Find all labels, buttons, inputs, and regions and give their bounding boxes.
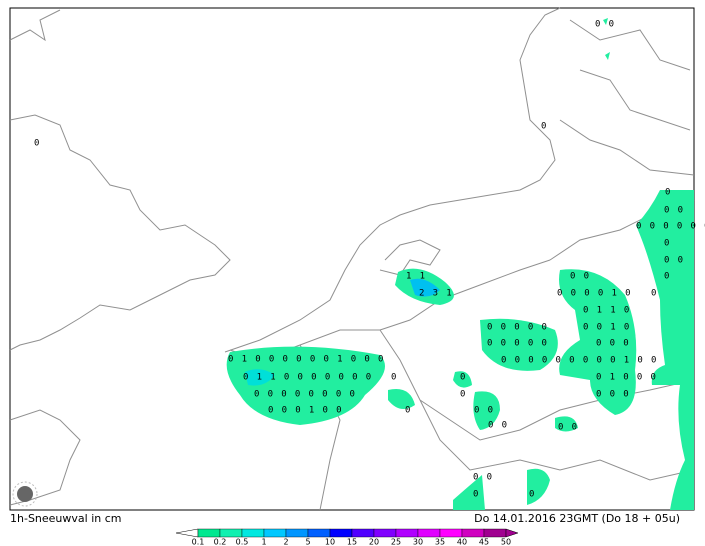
colorbar-segment	[241, 528, 265, 538]
map-value-label: 0	[541, 122, 548, 132]
map-value-label: 0 0	[664, 256, 684, 266]
map-value-label: 0 1 1 0 0 0 0 0 0 0	[243, 373, 373, 383]
colorbar-label: 30	[413, 538, 423, 546]
map-value-label: 0 0 0 0 0	[487, 323, 548, 333]
colorbar-segment	[373, 528, 397, 538]
colorbar-label: 10	[325, 538, 335, 546]
map-value-label: 0 0	[595, 20, 615, 30]
colorbar-segment	[197, 528, 221, 538]
map-value-label: 0 0	[488, 421, 508, 431]
map-value-label: 0	[664, 272, 671, 282]
map-value-label: 0 0	[474, 406, 494, 416]
map-value-label: 0 1 1 0	[583, 306, 631, 316]
map-value-label: 0 0	[473, 473, 493, 483]
map-value-label: 0	[529, 490, 536, 500]
colorbar-low-arrow	[175, 528, 199, 538]
map-value-label: 1 1	[406, 272, 426, 282]
colorbar-label: 25	[391, 538, 401, 546]
colorbar-segment	[285, 528, 309, 538]
coastlines	[9, 7, 695, 511]
colorbar-label: 0.1	[192, 538, 205, 546]
map-value-label: 0	[405, 406, 412, 416]
map-value-label: 0	[473, 490, 480, 500]
map-value-label: 0 0 1 0	[583, 323, 631, 333]
colorbar-label: 0.2	[214, 538, 227, 546]
map-value-label: 0 0 0 0 0 0	[636, 222, 705, 232]
map-value-label: 0 0 0	[596, 339, 630, 349]
colorbar-label: 5	[305, 538, 310, 546]
map-value-label: 0 1 0 0 0 0 0 0 1 0 0 0	[228, 355, 385, 365]
colorbar-label: 50	[501, 538, 511, 546]
map-value-label: 0 0 0 0 0	[487, 339, 548, 349]
colorbar-segment	[329, 528, 353, 538]
colorbar-label: 45	[479, 538, 489, 546]
map-value-label: 0	[460, 373, 467, 383]
colorbar-label: 2	[283, 538, 288, 546]
colorbar-high-arrow	[505, 528, 519, 538]
colorbar-segment	[417, 528, 441, 538]
map-value-label: 2 3 1	[419, 289, 453, 299]
map-value-label: 0 1 0 0 0	[596, 373, 657, 383]
colorbar-label: 40	[457, 538, 467, 546]
map-value-label: 0 0	[558, 423, 578, 433]
map-value-label: 0	[391, 373, 398, 383]
map-value-label: 0	[664, 239, 671, 249]
map-value-label: 0 0	[664, 206, 684, 216]
colorbar-label: 0.5	[236, 538, 249, 546]
footer-left: 1h-Sneeuwval in cm	[10, 512, 122, 525]
map-value-label: 0 0	[570, 272, 590, 282]
colorbar-segment	[483, 528, 507, 538]
colorbar-segment	[395, 528, 419, 538]
map-value-label: 0 0 0	[596, 390, 630, 400]
colorbar: 0.1 0.2 0.5 1 2 5 10 15 20 25 30 35 40 45 50	[175, 528, 519, 546]
colorbar-label: 15	[347, 538, 357, 546]
footer-right: Do 14.01.2016 23GMT (Do 18 + 05u)	[474, 512, 680, 525]
sun-icon	[12, 481, 38, 507]
colorbar-segment	[439, 528, 463, 538]
colorbar-label: 20	[369, 538, 379, 546]
colorbar-label: 1	[261, 538, 266, 546]
map-value-label: 0	[34, 139, 41, 149]
colorbar-segment	[307, 528, 331, 538]
colorbar-segment	[461, 528, 485, 538]
map-value-label: 0 0 0 1 0 0	[268, 406, 343, 416]
colorbar-segment	[351, 528, 375, 538]
colorbar-label: 35	[435, 538, 445, 546]
map-value-label: 0	[651, 289, 658, 299]
map-value-label: 0 0 0 0 0 0 0 0 0 1 0 0	[501, 356, 658, 366]
map-value-label: 0 0 0 0 1 0	[557, 289, 632, 299]
map-value-label: 0 0 0 0 0 0 0 0	[254, 390, 356, 400]
colorbar-segment	[263, 528, 287, 538]
map-value-label: 0	[665, 188, 672, 198]
snow-areas	[226, 18, 694, 510]
map-value-label: 0	[460, 390, 467, 400]
colorbar-segment	[219, 528, 243, 538]
